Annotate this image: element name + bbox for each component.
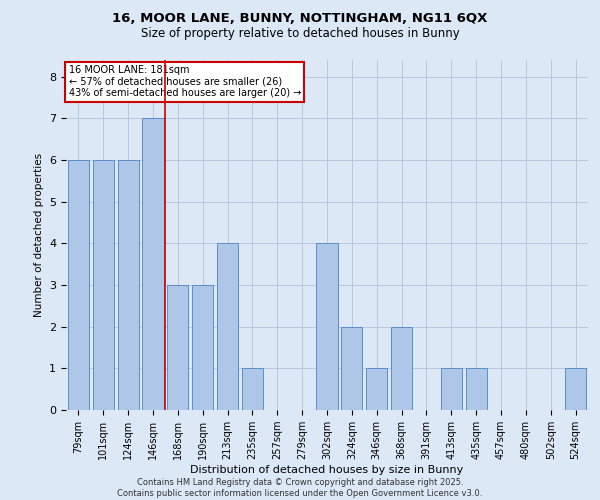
Text: 16, MOOR LANE, BUNNY, NOTTINGHAM, NG11 6QX: 16, MOOR LANE, BUNNY, NOTTINGHAM, NG11 6…	[112, 12, 488, 26]
Y-axis label: Number of detached properties: Number of detached properties	[34, 153, 44, 317]
Bar	[441, 368, 462, 410]
X-axis label: Distribution of detached houses by size in Bunny: Distribution of detached houses by size …	[190, 465, 464, 475]
Bar	[341, 326, 362, 410]
Bar	[217, 244, 238, 410]
Bar	[142, 118, 164, 410]
Text: Contains HM Land Registry data © Crown copyright and database right 2025.
Contai: Contains HM Land Registry data © Crown c…	[118, 478, 482, 498]
Bar	[167, 285, 188, 410]
Bar	[242, 368, 263, 410]
Bar	[118, 160, 139, 410]
Bar	[192, 285, 213, 410]
Bar	[391, 326, 412, 410]
Bar	[93, 160, 114, 410]
Text: Size of property relative to detached houses in Bunny: Size of property relative to detached ho…	[140, 28, 460, 40]
Text: 16 MOOR LANE: 181sqm
← 57% of detached houses are smaller (26)
43% of semi-detac: 16 MOOR LANE: 181sqm ← 57% of detached h…	[68, 66, 301, 98]
Bar	[466, 368, 487, 410]
Bar	[366, 368, 387, 410]
Bar	[316, 244, 338, 410]
Bar	[68, 160, 89, 410]
Bar	[565, 368, 586, 410]
